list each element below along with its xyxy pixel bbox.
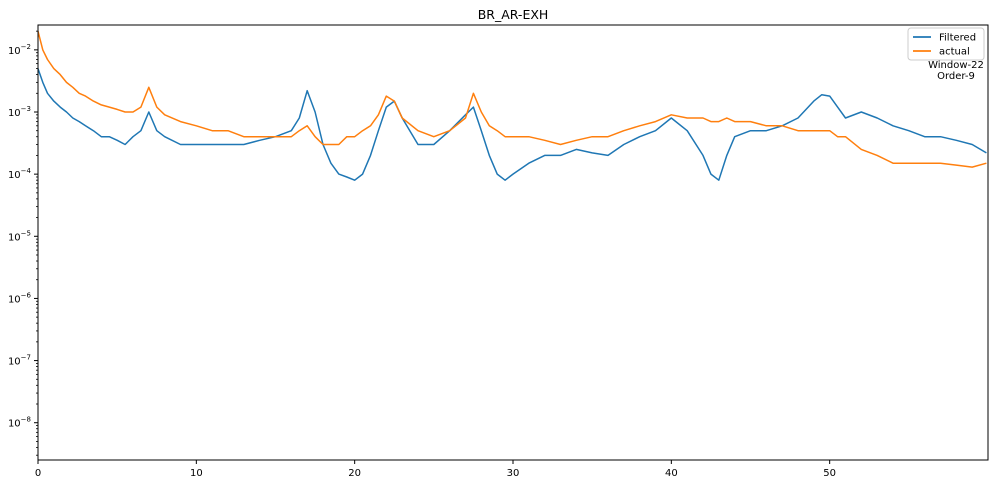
- x-tick-label: 10: [190, 468, 203, 479]
- series-line-actual: [38, 31, 987, 168]
- y-axis: 10−8 10−7 10−6 10−5 10−4 10−3 10−2: [8, 30, 38, 456]
- legend-label-actual: actual: [939, 47, 970, 58]
- legend: Filtered actual: [907, 27, 985, 61]
- annotation-line: Window-22: [928, 60, 984, 71]
- legend-box: [907, 27, 985, 61]
- y-tick-label: 10−4: [8, 167, 32, 181]
- y-tick-label: 10−3: [8, 105, 31, 119]
- x-tick-label: 40: [665, 468, 678, 479]
- y-tick-label: 10−6: [8, 291, 32, 305]
- x-tick-label: 50: [823, 468, 836, 479]
- x-tick-label: 0: [35, 468, 41, 479]
- plot-frame: [37, 24, 989, 461]
- series-line-filtered: [38, 68, 987, 181]
- chart-title: BR_AR-EXH: [478, 7, 549, 22]
- y-tick-label: 10−7: [8, 354, 31, 368]
- x-tick-label: 30: [507, 468, 520, 479]
- x-axis: 0 10 20 30 40 50: [35, 460, 836, 479]
- y-tick-label: 10−5: [8, 229, 31, 243]
- x-tick-label: 20: [348, 468, 361, 479]
- series-layer: [38, 31, 987, 181]
- y-tick-label: 10−8: [8, 416, 31, 430]
- y-tick-label: 10−2: [8, 43, 31, 57]
- annotation-line: Order-9: [937, 71, 975, 82]
- legend-label-filtered: Filtered: [939, 33, 976, 44]
